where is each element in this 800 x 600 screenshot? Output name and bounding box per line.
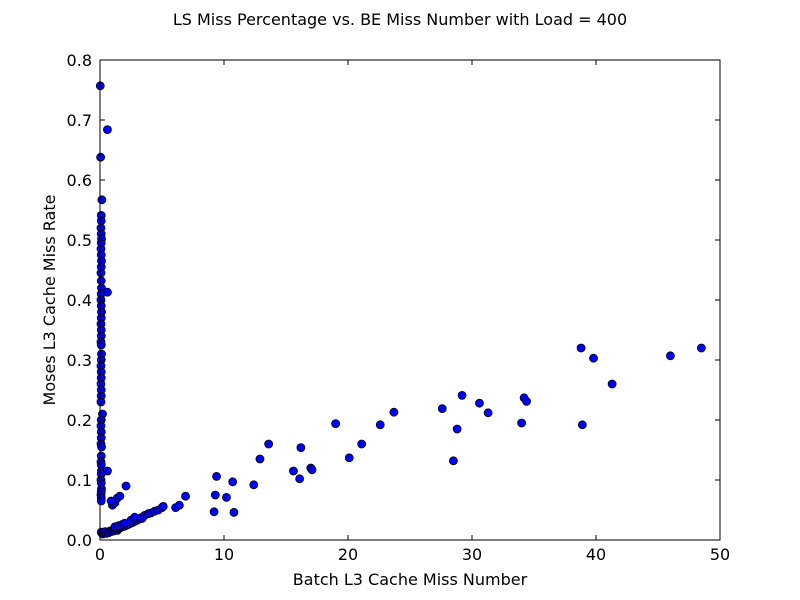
- data-point: [483, 408, 493, 418]
- data-point: [209, 507, 219, 517]
- y-tick-label: 0.2: [67, 411, 92, 430]
- data-point: [457, 390, 467, 400]
- data-point: [255, 454, 265, 464]
- data-point: [249, 480, 259, 490]
- data-point: [212, 471, 221, 481]
- x-tick-label: 40: [586, 545, 606, 564]
- data-point: [577, 420, 587, 430]
- data-points: [95, 81, 706, 539]
- data-point: [264, 439, 274, 449]
- data-point: [97, 442, 106, 452]
- data-point: [121, 481, 131, 491]
- y-tick-label: 0.1: [67, 471, 92, 490]
- y-tick-label: 0.8: [67, 51, 92, 70]
- data-point: [452, 424, 462, 434]
- data-point: [576, 343, 586, 353]
- data-point: [296, 443, 306, 453]
- x-tick-label: 20: [338, 545, 358, 564]
- data-point: [289, 466, 298, 476]
- data-point: [96, 496, 106, 506]
- y-tick-label: 0.4: [67, 291, 92, 310]
- x-axis-title: Batch L3 Cache Miss Number: [293, 570, 528, 589]
- y-tick-label: 0.6: [67, 171, 92, 190]
- x-axis-ticks: 0 10 20 30 40 50: [95, 60, 730, 564]
- data-point: [607, 379, 617, 389]
- data-point: [589, 353, 598, 363]
- data-point: [389, 407, 399, 417]
- data-point: [96, 216, 106, 226]
- data-point: [437, 404, 447, 414]
- data-point: [522, 396, 531, 406]
- data-point: [96, 340, 106, 350]
- x-tick-label: 0: [95, 545, 105, 564]
- y-tick-label: 0.5: [67, 231, 92, 250]
- data-point: [106, 496, 116, 506]
- data-point: [375, 420, 385, 430]
- data-point: [697, 343, 706, 353]
- data-point: [229, 508, 239, 517]
- x-tick-label: 30: [462, 545, 482, 564]
- data-point: [475, 398, 484, 408]
- data-point: [357, 439, 367, 449]
- data-point: [181, 491, 190, 501]
- x-tick-label: 10: [214, 545, 234, 564]
- data-point: [517, 418, 526, 428]
- plot-frame: [99, 59, 721, 541]
- data-point: [448, 456, 458, 466]
- data-point: [96, 152, 106, 162]
- data-point: [222, 492, 231, 502]
- data-point: [295, 474, 305, 484]
- y-axis-title: Moses L3 Cache Miss Rate: [40, 195, 59, 406]
- data-point: [228, 477, 238, 487]
- data-point: [331, 419, 341, 429]
- data-point: [174, 500, 184, 510]
- y-tick-label: 0.0: [67, 531, 92, 550]
- data-point: [96, 268, 106, 278]
- data-point: [103, 125, 112, 135]
- data-point: [97, 195, 107, 205]
- data-point: [158, 501, 168, 511]
- data-point: [210, 490, 220, 500]
- data-point: [96, 397, 106, 407]
- data-point: [307, 465, 317, 475]
- x-tick-label: 50: [710, 545, 730, 564]
- y-tick-label: 0.3: [67, 351, 92, 370]
- data-point: [115, 491, 125, 501]
- y-axis-ticks: 0.0 0.1 0.2 0.3 0.4 0.5 0.6 0.7 0.8: [67, 51, 720, 550]
- data-point: [666, 351, 675, 361]
- chart-title: LS Miss Percentage vs. BE Miss Number wi…: [173, 10, 627, 29]
- y-tick-label: 0.7: [67, 111, 92, 130]
- data-point: [96, 276, 106, 286]
- data-point: [344, 453, 354, 463]
